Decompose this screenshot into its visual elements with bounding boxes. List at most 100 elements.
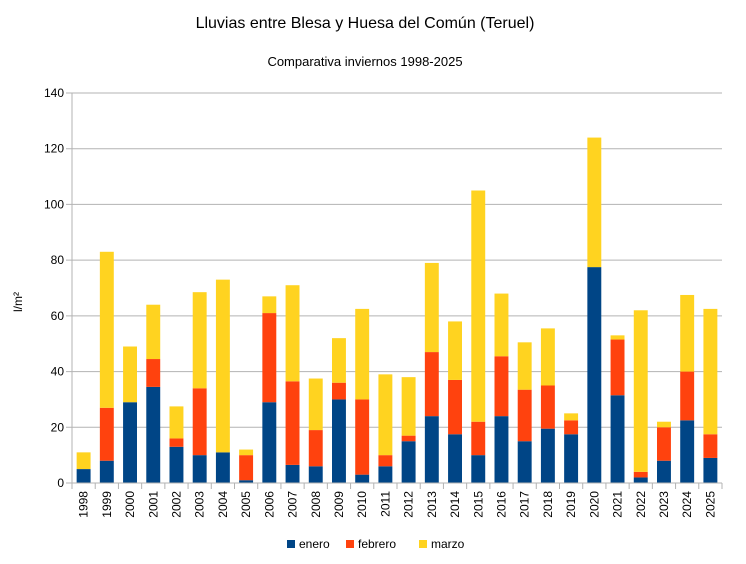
bar-marzo-2006: [262, 296, 277, 314]
bar-enero-1998: [76, 469, 91, 483]
legend-swatch-marzo: [419, 540, 427, 548]
chart-subtitle: Comparativa inviernos 1998-2025: [267, 54, 462, 69]
bar-marzo-2016: [494, 293, 509, 357]
x-tick-label: 2014: [448, 491, 462, 518]
bar-marzo-2017: [517, 342, 532, 390]
bar-febrero-2007: [285, 381, 300, 465]
x-tick-label: 1998: [77, 491, 91, 518]
bar-febrero-2018: [540, 385, 555, 429]
bar-febrero-2005: [239, 455, 254, 481]
bar-febrero-2023: [657, 427, 671, 461]
bar-febrero-2019: [564, 420, 579, 435]
x-tick-label: 2020: [587, 491, 601, 518]
bar-enero-2019: [564, 434, 579, 483]
axes: [71, 93, 723, 489]
x-tick-label: 2003: [193, 491, 207, 518]
bar-febrero-2001: [146, 359, 161, 387]
x-tick-label: 2021: [611, 491, 625, 518]
bar-febrero-2024: [680, 371, 695, 421]
x-tick-label: 2019: [564, 491, 578, 518]
bar-marzo-2010: [355, 308, 370, 400]
y-tick-label: 100: [44, 197, 64, 211]
bar-enero-2014: [448, 434, 462, 483]
bar-marzo-2024: [680, 294, 695, 372]
x-tick-labels: 1998 1999 2000 2001 2002 2003 2004 2005 2006 2007…: [77, 491, 718, 518]
bar-marzo-2014: [448, 321, 462, 380]
legend-swatch-febrero: [346, 540, 354, 548]
bar-marzo-2008: [308, 378, 323, 431]
bar-marzo-2001: [146, 304, 161, 360]
bar-marzo-2013: [424, 262, 439, 353]
bar-enero-2011: [378, 466, 393, 483]
y-tick-label: 80: [51, 253, 65, 267]
x-tick-label: 2025: [703, 491, 717, 518]
bar-febrero-2006: [262, 313, 277, 403]
x-tick-label: 2005: [239, 491, 253, 518]
y-tick-label: 120: [44, 142, 64, 156]
bar-febrero-2002: [169, 438, 184, 447]
bar-enero-2008: [308, 466, 323, 483]
bar-enero-2016: [494, 416, 509, 483]
bar-febrero-2009: [332, 382, 346, 400]
bar-marzo-2012: [401, 377, 416, 436]
bar-enero-2007: [285, 464, 300, 483]
x-tick-label: 1999: [100, 491, 114, 518]
y-tick-label: 140: [44, 86, 64, 100]
bar-febrero-1999: [99, 407, 114, 461]
bar-enero-2013: [424, 416, 439, 483]
x-tick-label: 2008: [309, 491, 323, 518]
bar-febrero-2008: [308, 430, 323, 467]
bar-enero-2010: [355, 474, 370, 483]
bar-marzo-2007: [285, 285, 300, 382]
x-tick-label: 2023: [657, 491, 671, 518]
bar-febrero-2025: [703, 434, 718, 458]
x-tick-label: 2016: [494, 491, 508, 518]
bar-febrero-2003: [192, 388, 207, 456]
legend: enero febrero marzo: [287, 537, 465, 551]
bar-febrero-2022: [633, 471, 648, 478]
y-tick-label: 20: [51, 420, 65, 434]
bar-enero-2021: [610, 395, 625, 483]
bar-marzo-2025: [703, 308, 718, 435]
bar-febrero-2010: [355, 399, 370, 475]
bar-marzo-2015: [471, 190, 486, 422]
x-tick-label: 2013: [425, 491, 439, 518]
y-axis-label: l/m²: [11, 292, 25, 312]
bar-enero-2004: [215, 452, 230, 483]
bar-marzo-2019: [564, 413, 579, 421]
bar-marzo-2004: [215, 279, 230, 453]
x-tick-label: 2018: [541, 491, 555, 518]
bar-enero-2005: [239, 480, 254, 483]
x-tick-label: 2015: [471, 491, 485, 518]
x-tick-label: 2011: [378, 491, 392, 517]
bar-marzo-2002: [169, 406, 184, 439]
bar-febrero-2021: [610, 339, 625, 396]
bar-enero-2023: [657, 460, 671, 483]
x-tick-label: 2024: [680, 491, 694, 518]
x-tick-label: 2022: [634, 491, 648, 518]
bar-febrero-2012: [401, 435, 416, 442]
chart-title: Lluvias entre Blesa y Huesa del Común (T…: [196, 15, 535, 32]
bar-enero-2015: [471, 455, 486, 483]
bar-marzo-2011: [378, 374, 393, 456]
y-tick-label: 60: [51, 309, 65, 323]
bar-marzo-2009: [332, 338, 346, 383]
x-tick-label: 2000: [123, 491, 137, 518]
bar-febrero-2013: [424, 352, 439, 417]
x-tick-label: 2007: [286, 491, 300, 518]
bar-enero-2024: [680, 420, 695, 483]
bar-enero-2025: [703, 457, 718, 483]
bar-febrero-2016: [494, 356, 509, 417]
legend-label-enero: enero: [299, 537, 330, 551]
bar-marzo-2023: [657, 421, 671, 428]
x-tick-label: 2009: [332, 491, 346, 518]
y-tick-labels: 0 20 40 60 80 100 120 140: [44, 86, 64, 490]
bar-marzo-1999: [99, 251, 114, 408]
x-tick-label: 2002: [169, 491, 183, 518]
bar-enero-2018: [540, 428, 555, 483]
bars: [76, 137, 718, 483]
x-tick-label: 2017: [518, 491, 532, 518]
x-tick-label: 2010: [355, 491, 369, 518]
bar-marzo-2022: [633, 310, 648, 472]
